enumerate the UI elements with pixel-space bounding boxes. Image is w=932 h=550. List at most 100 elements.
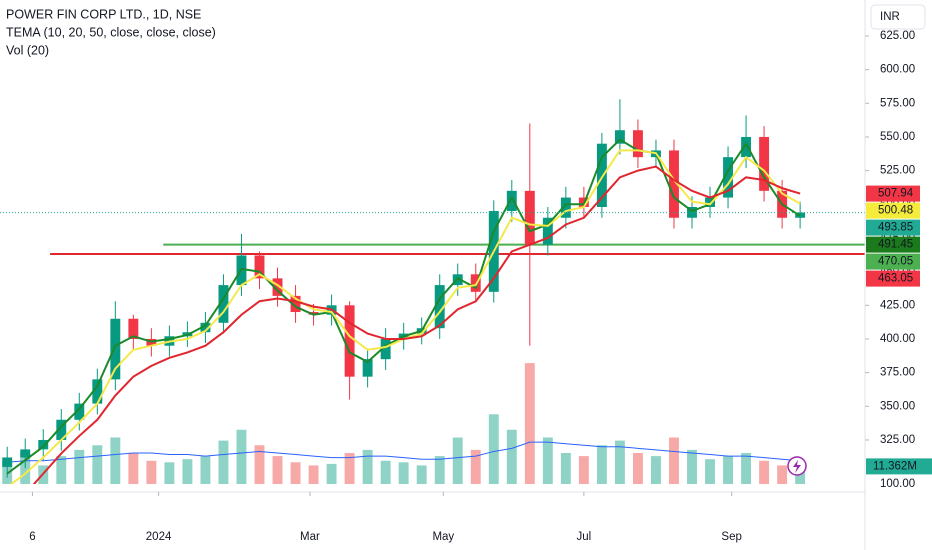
y-tick-label: 425.00 xyxy=(880,299,915,311)
volume-bar xyxy=(759,460,770,484)
price-tag xyxy=(866,236,920,253)
volume-bar xyxy=(632,453,643,484)
y-tick-label: 575.00 xyxy=(880,97,915,109)
candle-body xyxy=(687,206,697,218)
volume-bar xyxy=(308,465,319,484)
volume-bar xyxy=(110,437,121,484)
candle-body xyxy=(74,403,85,420)
x-tick-label: Mar xyxy=(300,531,320,543)
candle-body xyxy=(632,130,643,158)
candle-body xyxy=(38,439,49,450)
y-tick-label: 325.00 xyxy=(880,434,915,446)
volume-bar xyxy=(687,449,697,484)
price-tag-label: 500.48 xyxy=(878,205,913,217)
y-tick-label: 400.00 xyxy=(880,333,915,345)
volume-bar xyxy=(146,460,157,484)
volume-bar xyxy=(488,414,499,484)
y-tick-label: 350.00 xyxy=(880,400,915,412)
volume-bar xyxy=(524,363,535,484)
candle-body xyxy=(560,197,571,218)
lower-axis-label: 100.00 xyxy=(880,478,915,490)
x-tick-label: 6 xyxy=(29,531,35,543)
volume-bar xyxy=(326,463,337,484)
volume-bar xyxy=(542,437,553,484)
candle-body xyxy=(110,318,121,380)
volume-tag-label: 11.362M xyxy=(873,460,917,472)
price-tag xyxy=(866,202,920,219)
plot-area xyxy=(0,99,865,484)
price-tag-label: 491.45 xyxy=(878,239,913,251)
candle-body xyxy=(380,338,391,360)
candle-body xyxy=(759,136,770,191)
volume-bar xyxy=(777,465,788,484)
candle-body xyxy=(20,449,31,458)
volume-bar xyxy=(470,449,481,484)
y-tick-label: 550.00 xyxy=(880,131,915,143)
volume-bar xyxy=(434,456,445,484)
currency-label[interactable]: INR xyxy=(880,11,900,23)
volume-bar xyxy=(578,456,589,484)
volume-bar xyxy=(560,453,571,484)
volume-bar xyxy=(741,453,752,484)
volume-bar xyxy=(56,456,67,484)
candle-body xyxy=(506,190,517,212)
candle-body xyxy=(434,285,445,329)
y-tick-label: 625.00 xyxy=(880,30,915,42)
candle-body xyxy=(2,457,13,467)
price-tag-label: 470.05 xyxy=(878,256,913,268)
y-tick-label: 525.00 xyxy=(880,165,915,177)
candle-body xyxy=(669,150,679,218)
candle-body xyxy=(218,285,229,323)
volume-bar xyxy=(344,453,355,484)
volume-bar xyxy=(290,462,301,484)
volume-bar xyxy=(506,429,517,484)
tema-line xyxy=(6,138,801,475)
indicator-label: TEMA (10, 20, 50, close, close, close) xyxy=(6,25,216,39)
volume-bar xyxy=(651,456,661,484)
volume-bar xyxy=(452,437,463,484)
candle-body xyxy=(92,379,103,404)
price-tag xyxy=(866,253,920,270)
x-tick-label: Sep xyxy=(721,531,741,543)
x-tick-label: Jul xyxy=(577,531,592,543)
currency-button[interactable] xyxy=(870,4,926,30)
volume-bar xyxy=(128,453,139,484)
volume-bar xyxy=(398,462,409,484)
candle-body xyxy=(524,190,535,245)
volume-bar xyxy=(723,456,733,484)
price-axis: 325.00350.00375.00400.00425.00450.00475.… xyxy=(865,30,932,490)
volume-bar xyxy=(236,429,247,484)
volume-ma xyxy=(7,441,801,463)
candle-body xyxy=(128,318,139,339)
candle-body xyxy=(272,278,283,296)
volume-bar xyxy=(416,465,427,484)
volume-bar xyxy=(596,445,607,484)
candle-body xyxy=(614,130,625,144)
volume-bar xyxy=(272,456,283,484)
volume-bar xyxy=(218,440,229,484)
volume-bar xyxy=(164,462,175,484)
volume-bar xyxy=(705,459,715,484)
volume-bar xyxy=(380,460,391,484)
price-tag-label: 493.85 xyxy=(878,222,913,234)
candle-body xyxy=(290,295,301,313)
volume-bar xyxy=(254,445,265,484)
volume-bar xyxy=(74,449,85,484)
volume-bar xyxy=(362,449,373,484)
volume-bar xyxy=(669,437,679,484)
candle-body xyxy=(254,255,265,279)
candle-body xyxy=(362,359,373,377)
candle-body xyxy=(741,136,752,158)
volume-bar xyxy=(92,445,103,484)
price-tag xyxy=(866,270,920,287)
volume-bar xyxy=(20,453,31,484)
candle-body xyxy=(596,143,607,207)
candle-body xyxy=(200,322,211,333)
candle-body xyxy=(542,217,553,245)
volume-tag xyxy=(866,458,932,475)
chart-title: POWER FIN CORP LTD., 1D, NSE xyxy=(6,7,201,21)
x-tick-label: May xyxy=(432,531,454,543)
y-tick-label: 600.00 xyxy=(880,64,915,76)
x-tick-label: 2024 xyxy=(146,531,172,543)
